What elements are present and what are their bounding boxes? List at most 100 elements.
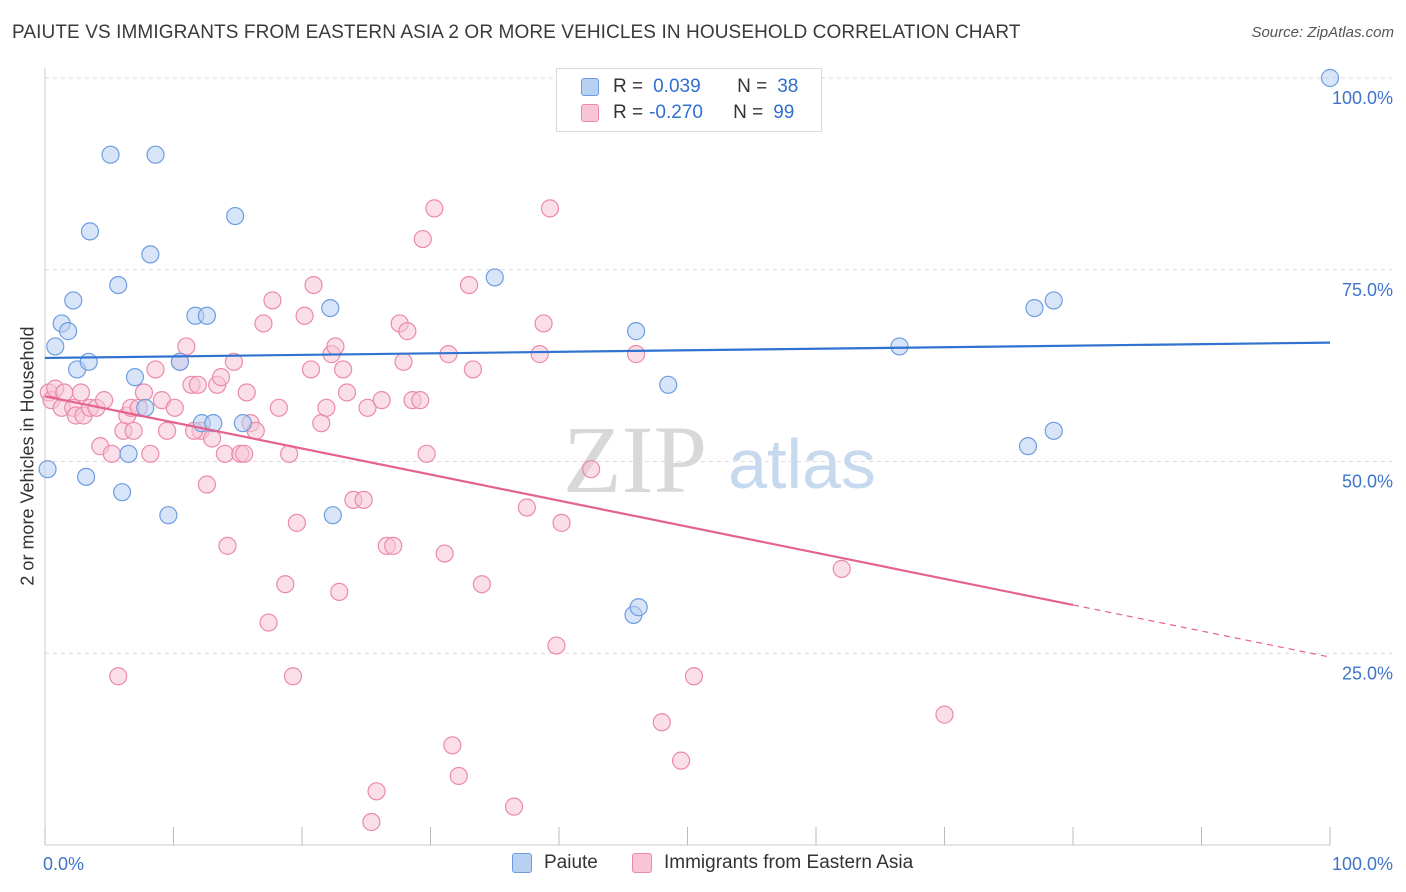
data-point-immigrants <box>269 398 288 417</box>
data-point-immigrants <box>517 498 536 517</box>
data-point-immigrants <box>102 444 121 463</box>
data-point-immigrants <box>372 391 391 410</box>
data-point-immigrants <box>935 705 954 724</box>
data-point-immigrants <box>218 536 237 555</box>
data-point-immigrants <box>443 736 462 755</box>
data-point-immigrants <box>652 713 671 732</box>
data-point-immigrants <box>188 375 208 394</box>
data-point-paiute <box>170 352 190 371</box>
data-point-paiute <box>626 322 646 341</box>
data-point-paiute <box>204 414 223 433</box>
bottom-legend-label-paiute: Paiute <box>544 852 598 873</box>
data-point-paiute <box>1025 299 1044 318</box>
data-point-immigrants <box>367 782 386 801</box>
data-point-paiute <box>109 275 128 295</box>
data-point-paiute <box>125 368 145 387</box>
data-point-immigrants <box>301 360 321 379</box>
data-point-paiute <box>159 506 178 525</box>
watermark-zip: ZIP <box>563 406 707 513</box>
data-point-immigrants <box>530 345 549 364</box>
data-point-immigrants <box>384 536 403 555</box>
data-point-immigrants <box>109 667 128 686</box>
legend-r-value: 0.039 <box>653 76 701 97</box>
trend-line-immigrants-extrapolated <box>1072 604 1331 658</box>
legend-n-label: N = <box>737 76 768 97</box>
stats-legend: R = 0.039 N = 38 R = -0.270 N = 99 <box>556 68 822 132</box>
data-point-paiute <box>77 467 96 486</box>
data-point-immigrants <box>832 559 851 578</box>
data-point-immigrants <box>71 383 91 402</box>
data-point-immigrants <box>626 345 646 364</box>
bottom-legend-swatch-immigrants <box>632 853 652 873</box>
bottom-legend: Paiute Immigrants from Eastern Asia <box>0 852 1406 878</box>
data-point-immigrants <box>472 575 491 594</box>
data-point-immigrants <box>165 398 184 417</box>
data-point-immigrants <box>141 444 160 463</box>
data-point-paiute <box>59 322 78 341</box>
y-axis-label: 2 or more Vehicles in Household <box>17 326 38 586</box>
data-point-paiute <box>197 306 217 325</box>
data-point-immigrants <box>459 275 479 295</box>
data-point-immigrants <box>547 636 566 655</box>
data-point-immigrants <box>334 360 353 379</box>
data-point-paiute <box>101 145 120 164</box>
data-point-immigrants <box>684 667 704 686</box>
data-point-immigrants <box>582 460 601 479</box>
data-point-immigrants <box>254 314 273 333</box>
data-point-paiute <box>890 337 909 356</box>
data-point-immigrants <box>671 751 691 770</box>
legend-r-label: R = <box>613 76 644 97</box>
data-point-immigrants <box>413 229 432 249</box>
data-point-paiute <box>80 222 100 241</box>
legend-n-label: N = <box>733 102 764 123</box>
data-point-immigrants <box>394 352 413 371</box>
bottom-legend-paiute: Paiute <box>512 852 598 874</box>
data-point-immigrants <box>398 322 417 341</box>
data-point-immigrants <box>259 613 278 632</box>
data-point-paiute <box>136 398 155 417</box>
data-point-immigrants <box>276 575 295 594</box>
data-point-paiute <box>323 506 342 525</box>
bottom-legend-swatch-paiute <box>512 853 532 873</box>
data-point-immigrants <box>157 421 177 440</box>
data-point-immigrants <box>326 337 345 356</box>
data-point-immigrants <box>283 667 303 686</box>
data-point-immigrants <box>534 314 553 333</box>
data-point-paiute <box>629 598 648 617</box>
data-point-immigrants <box>304 275 323 295</box>
trend-lines <box>44 341 1331 658</box>
data-point-paiute <box>141 245 160 264</box>
tick-labels: 25.0% 50.0% 75.0% 100.0% 0.0% 100.0% <box>43 88 1393 874</box>
legend-swatch-paiute <box>581 78 599 96</box>
data-point-immigrants <box>211 368 231 387</box>
data-point-paiute <box>226 206 245 226</box>
data-point-immigrants <box>237 383 256 402</box>
data-point-paiute <box>659 375 678 394</box>
data-point-immigrants <box>312 414 331 433</box>
data-point-immigrants <box>463 360 483 379</box>
y-tick-label: 50.0% <box>1342 472 1393 492</box>
bottom-legend-label-immigrants: Immigrants from Eastern Asia <box>664 852 914 873</box>
data-point-immigrants <box>317 398 336 417</box>
data-point-paiute <box>1320 68 1340 88</box>
data-point-immigrants <box>504 797 524 816</box>
data-point-immigrants <box>435 544 454 563</box>
legend-r-value: -0.270 <box>649 102 703 123</box>
data-point-paiute <box>119 444 138 463</box>
data-point-immigrants <box>134 383 154 402</box>
data-point-paiute <box>233 414 252 433</box>
gridlines <box>45 77 1392 654</box>
data-point-paiute <box>64 291 83 310</box>
data-point-immigrants <box>235 444 254 463</box>
data-point-immigrants <box>263 291 282 310</box>
x-tick-label: 100.0% <box>1332 854 1393 874</box>
data-point-paiute <box>1018 437 1038 456</box>
chart-title: PAIUTE VS IMMIGRANTS FROM EASTERN ASIA 2… <box>12 22 1021 43</box>
data-point-paiute <box>1044 291 1063 310</box>
data-point-immigrants <box>337 383 357 402</box>
data-point-immigrants <box>411 391 430 410</box>
legend-n-value: 38 <box>777 76 799 97</box>
legend-n-value: 99 <box>773 102 795 123</box>
legend-row-paiute: R = 0.039 N = 38 <box>581 75 798 99</box>
